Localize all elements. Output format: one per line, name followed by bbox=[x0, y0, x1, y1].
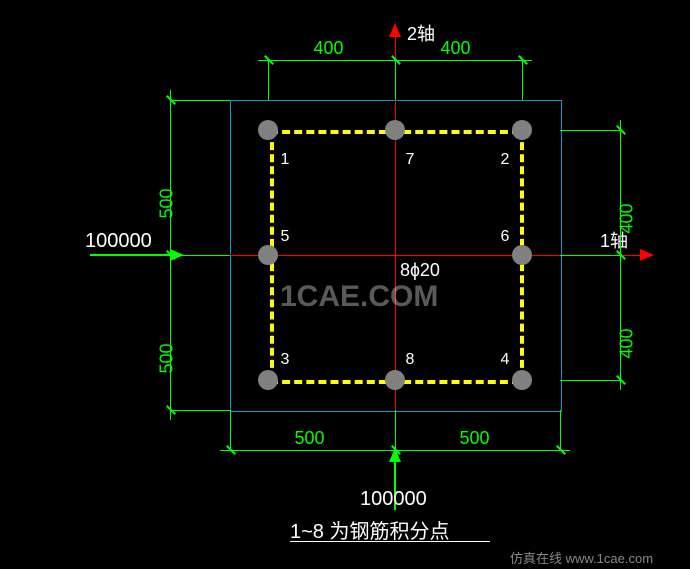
dim-tick bbox=[517, 55, 527, 65]
dim-text: 400 bbox=[314, 38, 344, 59]
rebar-node-8 bbox=[385, 370, 405, 390]
load-arrow-head bbox=[170, 249, 184, 261]
dim-text: 400 bbox=[617, 203, 638, 233]
rebar-node-5 bbox=[258, 245, 278, 265]
rebar-label-7: 7 bbox=[406, 151, 415, 169]
dim-line bbox=[230, 410, 231, 450]
rebar-label-2: 2 bbox=[501, 151, 510, 169]
dim-tick bbox=[390, 55, 400, 65]
rebar-node-6 bbox=[512, 245, 532, 265]
dim-tick bbox=[555, 445, 565, 455]
dim-line bbox=[170, 100, 230, 101]
dim-line bbox=[560, 380, 620, 381]
rebar-node-4 bbox=[512, 370, 532, 390]
dim-line bbox=[268, 60, 269, 100]
dim-tick bbox=[165, 95, 175, 105]
rebar-spec-label: 8ɸ20 bbox=[400, 260, 440, 281]
rebar-label-5: 5 bbox=[281, 228, 290, 246]
dim-line bbox=[170, 410, 230, 411]
dim-tick bbox=[615, 375, 625, 385]
load-value: 100000 bbox=[85, 230, 152, 253]
dim-tick bbox=[225, 445, 235, 455]
load-arrow-shaft bbox=[90, 254, 170, 256]
dim-tick bbox=[165, 405, 175, 415]
rebar-label-4: 4 bbox=[501, 351, 510, 369]
dim-line bbox=[560, 255, 620, 256]
rebar-node-7 bbox=[385, 120, 405, 140]
dim-text: 500 bbox=[295, 428, 325, 449]
axis-2-arrow bbox=[389, 23, 401, 37]
rebar-node-2 bbox=[512, 120, 532, 140]
rebar-node-3 bbox=[258, 370, 278, 390]
dim-tick bbox=[615, 125, 625, 135]
dim-line bbox=[560, 130, 620, 131]
rebar-label-8: 8 bbox=[406, 351, 415, 369]
caption-text: 1~8 为钢筋积分点 bbox=[290, 515, 449, 544]
dim-text: 400 bbox=[617, 328, 638, 358]
dim-line bbox=[560, 410, 561, 450]
load-value: 100000 bbox=[360, 488, 427, 511]
dim-tick bbox=[263, 55, 273, 65]
load-arrow-head bbox=[389, 448, 401, 462]
dim-line bbox=[395, 60, 396, 100]
rebar-node-1 bbox=[258, 120, 278, 140]
axis-1-arrow bbox=[640, 249, 654, 261]
dim-text: 500 bbox=[157, 343, 178, 373]
watermark-footer: 仿真在线 www.1cae.com bbox=[510, 548, 653, 567]
dim-tick bbox=[615, 250, 625, 260]
rebar-label-1: 1 bbox=[281, 151, 290, 169]
dim-text: 500 bbox=[460, 428, 490, 449]
rebar-label-3: 3 bbox=[281, 351, 290, 369]
caption-underline bbox=[290, 541, 490, 542]
rebar-label-6: 6 bbox=[501, 228, 510, 246]
drawing-canvas: 1轴 2轴 17256384 8ɸ20 40040050050050050040… bbox=[0, 0, 690, 569]
dim-text: 400 bbox=[441, 38, 471, 59]
dim-line bbox=[395, 410, 396, 450]
axis-2-label: 2轴 bbox=[407, 20, 435, 46]
dim-text: 500 bbox=[157, 188, 178, 218]
dim-line bbox=[522, 60, 523, 100]
